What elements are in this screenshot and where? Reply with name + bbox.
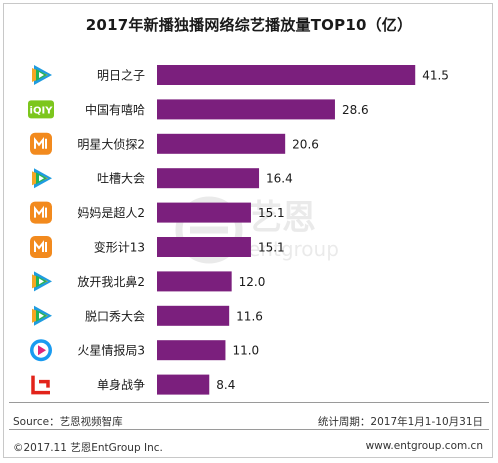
category-label-8: 脱口秀大会	[85, 308, 145, 323]
category-label-3: 明星大侦探2	[77, 137, 145, 151]
bar-1	[157, 65, 416, 85]
value-label-4: 16.4	[266, 172, 293, 186]
value-label-6: 15.1	[258, 241, 285, 255]
value-label-8: 11.6	[236, 309, 263, 323]
footer-divider-bottom	[9, 429, 489, 430]
bar-9	[157, 340, 226, 361]
bar-chart: 艺恩 entgroup 明日之子 41.5 iQIY 中国有嘻哈 28.6 明星大侦探2 2…	[28, 65, 449, 395]
category-label-9: 火星情报局3	[77, 343, 145, 358]
period-note: 统计周期：2017年1月1-10月31日	[317, 416, 483, 428]
source-note: Source：艺恩视频智库	[13, 416, 123, 428]
bar-10	[157, 374, 210, 395]
value-label-5: 15.1	[258, 206, 285, 220]
letv-logo-icon-10	[31, 375, 50, 395]
footer-divider-top	[9, 402, 489, 403]
value-label-7: 12.0	[239, 275, 266, 289]
watermark-name: 艺恩	[248, 198, 316, 238]
bar-6	[157, 237, 251, 257]
copyright-text: ©2017.11 艺恩EntGroup Inc.	[13, 442, 163, 454]
mango-logo-icon-3	[30, 132, 52, 155]
value-label-1: 41.5	[422, 69, 449, 83]
category-label-7: 放开我北鼻2	[77, 274, 145, 289]
value-label-3: 20.6	[292, 137, 319, 151]
bar-3	[157, 133, 286, 154]
value-label-2: 28.6	[342, 103, 369, 117]
category-label-10: 单身战争	[97, 377, 145, 392]
mango-logo-icon-5	[30, 201, 52, 224]
bar-5	[157, 202, 251, 223]
category-label-2: 中国有嘻哈	[85, 102, 145, 117]
entgroup-watermark: 艺恩 entgroup	[175, 196, 339, 264]
bar-2	[157, 99, 335, 120]
watermark-sub: entgroup	[248, 237, 339, 261]
category-label-1: 明日之子	[97, 69, 145, 83]
iqiyi-logo-icon-2: iQIY	[28, 100, 54, 119]
tencent-logo-icon-7	[32, 271, 52, 292]
mango-logo-icon-6	[30, 236, 52, 258]
chart-frame: 2017年新播独播网络综艺播放量TOP10（亿） 艺恩 entgroup 明日之…	[3, 3, 493, 458]
chart-title: 2017年新播独播网络综艺播放量TOP10（亿）	[85, 16, 413, 34]
bar-8	[157, 305, 230, 326]
youku-logo-icon-9	[30, 339, 52, 362]
value-label-10: 8.4	[216, 378, 235, 392]
website-link[interactable]: www.entgroup.com.cn	[365, 440, 483, 452]
svg-text:iQIY: iQIY	[30, 105, 54, 116]
value-label-9: 11.0	[232, 344, 259, 358]
tencent-logo-icon-8	[32, 305, 52, 326]
tencent-logo-icon-4	[32, 168, 52, 189]
category-label-6: 变形计13	[94, 240, 145, 255]
bar-7	[157, 271, 232, 292]
category-label-4: 吐槽大会	[97, 172, 145, 186]
bar-4	[157, 168, 260, 189]
tencent-logo-icon-1	[32, 65, 52, 85]
category-label-5: 妈妈是超人2	[77, 205, 145, 220]
